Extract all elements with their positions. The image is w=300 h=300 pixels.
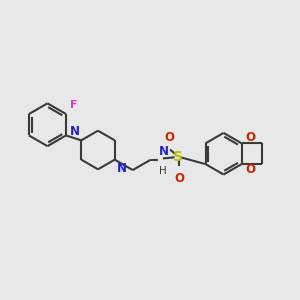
Text: S: S: [172, 150, 182, 164]
Text: N: N: [159, 146, 169, 158]
Text: N: N: [116, 162, 127, 175]
Text: O: O: [245, 163, 256, 176]
Text: F: F: [70, 100, 77, 110]
Text: N: N: [70, 125, 80, 138]
Text: H: H: [159, 166, 167, 176]
Text: O: O: [164, 130, 174, 144]
Text: O: O: [245, 131, 256, 145]
Text: O: O: [174, 172, 184, 184]
